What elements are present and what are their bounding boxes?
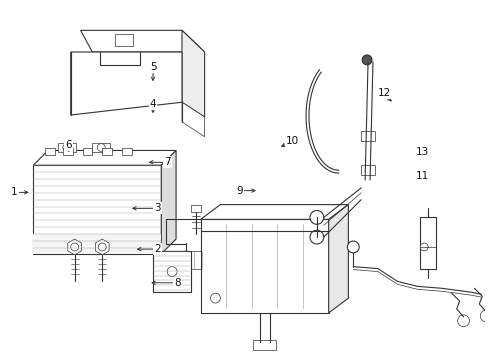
Circle shape [309,211,323,224]
Polygon shape [182,102,204,137]
Text: 8: 8 [173,278,180,288]
Circle shape [71,243,79,251]
Text: 5: 5 [149,62,156,72]
Bar [190,204,200,212]
Polygon shape [182,30,204,117]
Bar [419,217,435,269]
Text: 9: 9 [236,186,243,195]
Bar [63,148,73,156]
Text: 11: 11 [415,171,428,181]
Text: 3: 3 [154,203,161,213]
Circle shape [167,267,177,276]
Polygon shape [33,150,176,165]
Bar [33,165,161,254]
Text: 7: 7 [164,157,170,167]
Polygon shape [328,204,347,313]
Text: 2: 2 [154,244,161,254]
Circle shape [346,241,359,253]
Text: 6: 6 [65,140,72,149]
Bar [102,148,112,156]
Polygon shape [68,239,81,255]
Text: 4: 4 [149,99,156,109]
Bar [92,143,110,152]
Bar [252,341,276,350]
Polygon shape [81,30,204,52]
Bar [33,234,161,254]
Circle shape [210,293,220,303]
Bar [361,131,374,141]
Bar [45,148,55,156]
Polygon shape [178,251,185,269]
Bar [185,251,217,269]
Bar [200,219,328,313]
Text: 12: 12 [377,88,390,98]
Bar [153,251,190,292]
Circle shape [97,144,105,152]
Circle shape [63,144,71,152]
Bar [82,148,92,156]
Circle shape [479,310,488,322]
Circle shape [419,243,427,251]
Circle shape [362,55,371,65]
Text: 1: 1 [11,188,18,197]
Polygon shape [95,239,109,255]
Circle shape [98,243,106,251]
Bar [122,148,131,156]
Bar [58,143,76,152]
Text: 13: 13 [415,147,428,157]
Circle shape [457,315,468,327]
Circle shape [309,230,323,244]
Polygon shape [71,52,182,115]
Polygon shape [161,150,176,254]
Bar [115,34,132,46]
Text: 10: 10 [285,136,299,146]
Polygon shape [200,204,347,219]
Bar [361,165,374,175]
